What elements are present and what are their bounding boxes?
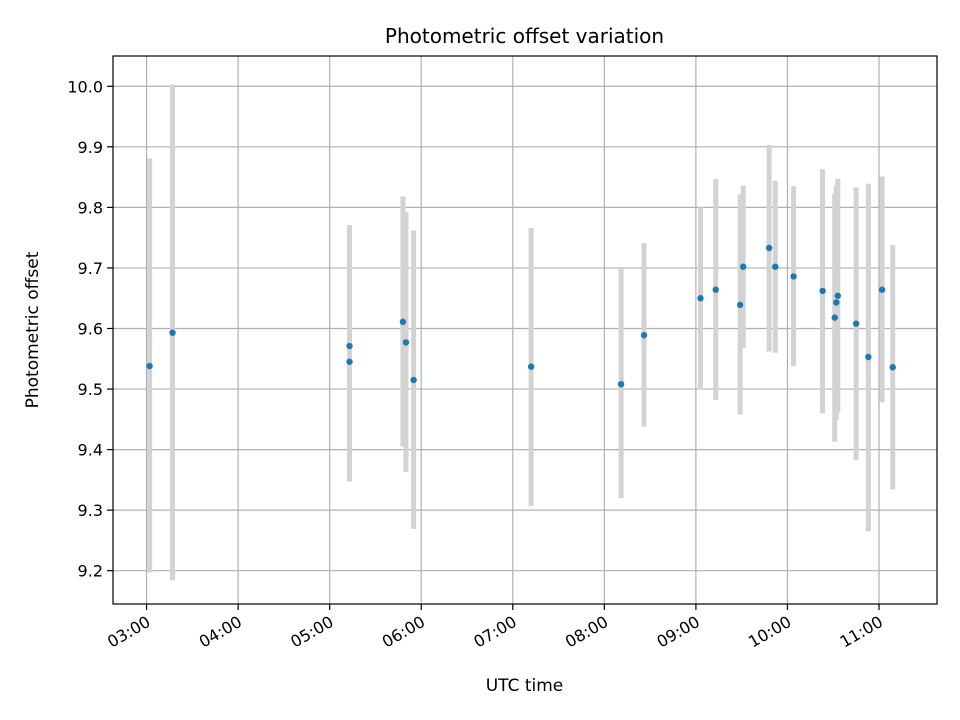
- x-axis-title: UTC time: [486, 676, 564, 696]
- y-tick-label: 9.6: [78, 319, 103, 338]
- y-tick-label: 9.7: [78, 259, 103, 278]
- y-axis: 9.2 9.3 9.4 9.5 9.6 9.7 9.8 9.9 10.0: [67, 77, 113, 581]
- data-point: [402, 339, 410, 346]
- data-point: [740, 263, 747, 270]
- data-point: [169, 329, 176, 336]
- data-point: [790, 273, 797, 280]
- y-tick-label: 9.4: [78, 441, 103, 460]
- data-point: [410, 376, 417, 384]
- y-tick-label: 9.3: [78, 501, 103, 520]
- data-point: [617, 380, 625, 388]
- data-point: [346, 342, 353, 350]
- data-point: [833, 299, 840, 306]
- y-tick-label: 9.5: [78, 380, 103, 399]
- data-point: [146, 362, 153, 370]
- data-points: [146, 244, 896, 388]
- data-point: [640, 331, 648, 339]
- y-tick-label: 10.0: [67, 77, 103, 96]
- plot-frame: [112, 55, 938, 605]
- chart-title: Photometric offset variation: [385, 24, 664, 48]
- data-point: [852, 320, 860, 327]
- data-point: [712, 286, 719, 293]
- data-point: [834, 292, 842, 299]
- data-point: [878, 286, 886, 293]
- y-tick-label: 9.2: [78, 562, 103, 581]
- data-point: [527, 363, 535, 370]
- data-point: [697, 295, 704, 302]
- data-point: [346, 358, 353, 365]
- data-point: [819, 287, 826, 295]
- data-point: [831, 314, 838, 321]
- data-point: [772, 263, 779, 270]
- data-point: [865, 353, 872, 361]
- y-tick-label: 9.8: [78, 198, 103, 217]
- data-point: [889, 364, 896, 371]
- data-point: [399, 318, 407, 326]
- y-tick-label: 9.9: [78, 138, 103, 157]
- data-point: [765, 244, 773, 252]
- gridlines: [113, 56, 937, 604]
- y-axis-title: Photometric offset: [23, 251, 43, 408]
- data-point: [736, 301, 744, 309]
